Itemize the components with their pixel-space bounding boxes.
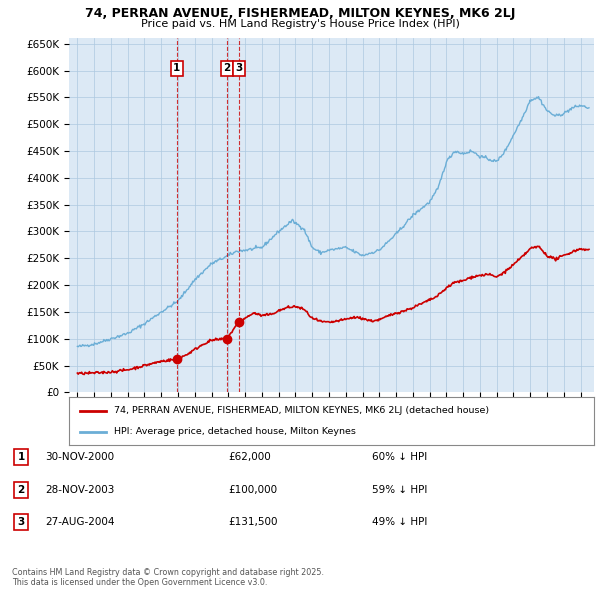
Text: 2: 2 [223, 64, 230, 73]
Text: £62,000: £62,000 [228, 453, 271, 462]
Text: £100,000: £100,000 [228, 485, 277, 494]
Text: £131,500: £131,500 [228, 517, 277, 527]
Text: Price paid vs. HM Land Registry's House Price Index (HPI): Price paid vs. HM Land Registry's House … [140, 19, 460, 29]
Text: 59% ↓ HPI: 59% ↓ HPI [372, 485, 427, 494]
Text: HPI: Average price, detached house, Milton Keynes: HPI: Average price, detached house, Milt… [113, 427, 355, 437]
Text: 74, PERRAN AVENUE, FISHERMEAD, MILTON KEYNES, MK6 2LJ: 74, PERRAN AVENUE, FISHERMEAD, MILTON KE… [85, 7, 515, 20]
Text: 1: 1 [173, 64, 181, 73]
Text: 49% ↓ HPI: 49% ↓ HPI [372, 517, 427, 527]
Text: 2: 2 [17, 485, 25, 494]
Text: Contains HM Land Registry data © Crown copyright and database right 2025.
This d: Contains HM Land Registry data © Crown c… [12, 568, 324, 587]
Text: 27-AUG-2004: 27-AUG-2004 [45, 517, 115, 527]
Text: 28-NOV-2003: 28-NOV-2003 [45, 485, 115, 494]
Text: 60% ↓ HPI: 60% ↓ HPI [372, 453, 427, 462]
Text: 30-NOV-2000: 30-NOV-2000 [45, 453, 114, 462]
Text: 3: 3 [236, 64, 243, 73]
Text: 3: 3 [17, 517, 25, 527]
Text: 74, PERRAN AVENUE, FISHERMEAD, MILTON KEYNES, MK6 2LJ (detached house): 74, PERRAN AVENUE, FISHERMEAD, MILTON KE… [113, 406, 489, 415]
Text: 1: 1 [17, 453, 25, 462]
